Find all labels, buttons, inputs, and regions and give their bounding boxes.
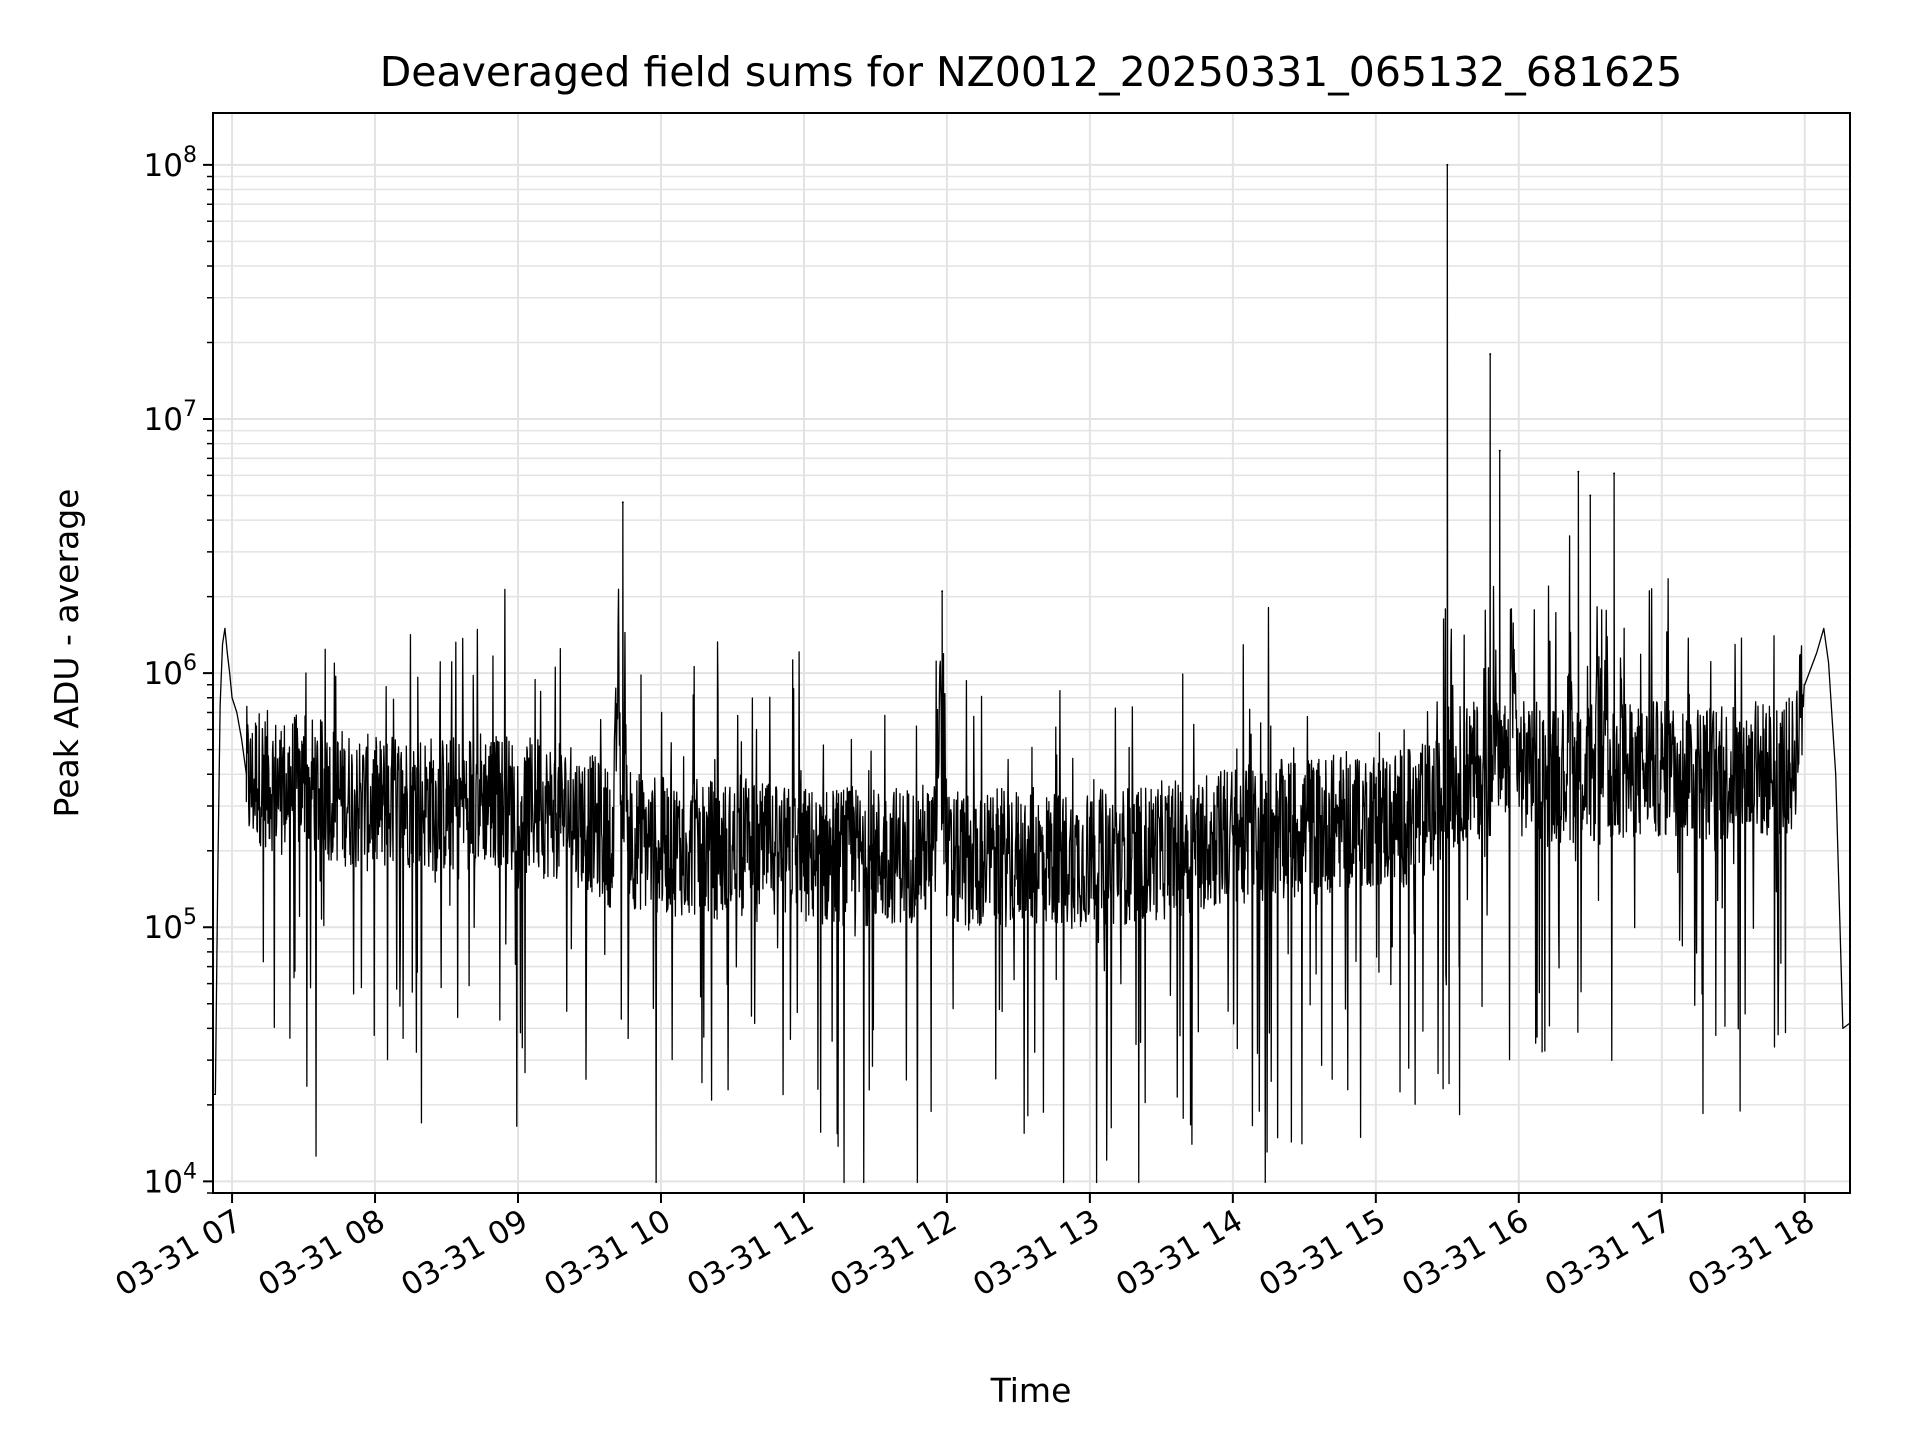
- chart-title: Deaveraged field sums for NZ0012_2025033…: [380, 48, 1683, 96]
- y-tick-label: 104: [144, 1159, 197, 1200]
- data-point: [1613, 472, 1616, 475]
- data-point: [621, 501, 624, 504]
- data-layer: [213, 163, 1851, 1184]
- x-tick-label: 03-31 15: [1253, 1203, 1392, 1304]
- x-tick-label: 03-31 16: [1396, 1203, 1535, 1304]
- x-tick-label: 03-31 17: [1539, 1203, 1678, 1304]
- y-tick-label: 107: [144, 397, 197, 438]
- y-tick-label: 108: [144, 143, 197, 184]
- data-point: [1489, 353, 1492, 356]
- x-tick-label: 03-31 09: [395, 1203, 534, 1304]
- x-tick-label: 03-31 13: [967, 1203, 1106, 1304]
- y-tick-label: 105: [144, 905, 197, 946]
- x-tick-label: 03-31 12: [824, 1203, 963, 1304]
- grid: [213, 113, 1850, 1194]
- data-point: [1446, 163, 1449, 166]
- x-axis-title: Time: [990, 1371, 1072, 1410]
- data-point: [1589, 494, 1592, 497]
- data-point: [1498, 449, 1501, 452]
- x-tick-label: 03-31 11: [681, 1203, 820, 1304]
- x-tick-label: 03-31 14: [1110, 1203, 1249, 1304]
- series-line: [213, 164, 1851, 1184]
- y-tick-label: 106: [144, 651, 197, 692]
- data-point: [1577, 470, 1580, 473]
- x-tick-label: 03-31 10: [538, 1203, 677, 1304]
- x-tick-label: 03-31 18: [1682, 1203, 1821, 1304]
- x-tick-label: 03-31 08: [252, 1203, 391, 1304]
- y-axis-title: Peak ADU - average: [47, 489, 86, 818]
- plot-frame: [212, 112, 1851, 1194]
- x-tick-label: 03-31 07: [109, 1203, 248, 1304]
- data-point: [941, 590, 944, 593]
